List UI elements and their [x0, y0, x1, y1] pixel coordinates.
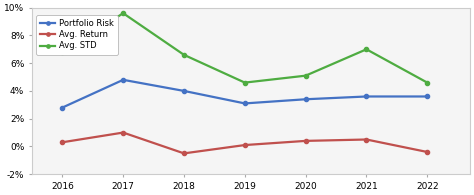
Avg. Return: [60, 141, 65, 144]
Avg. Return: [364, 138, 369, 141]
Portfolio Risk: [60, 106, 65, 109]
Avg. Return: [424, 151, 430, 153]
Portfolio Risk: [120, 79, 126, 81]
Avg. STD: [303, 74, 309, 77]
Avg. STD: [242, 82, 247, 84]
Portfolio Risk: [303, 98, 309, 100]
Portfolio Risk: [242, 102, 247, 105]
Avg. STD: [181, 54, 187, 56]
Avg. STD: [60, 51, 65, 53]
Avg. Return: [242, 144, 247, 146]
Avg. STD: [364, 48, 369, 51]
Portfolio Risk: [181, 90, 187, 92]
Avg. Return: [120, 131, 126, 134]
Line: Avg. STD: Avg. STD: [60, 11, 429, 85]
Line: Portfolio Risk: Portfolio Risk: [60, 78, 429, 110]
Portfolio Risk: [424, 95, 430, 98]
Avg. STD: [424, 82, 430, 84]
Line: Avg. Return: Avg. Return: [60, 130, 429, 155]
Avg. STD: [120, 12, 126, 14]
Avg. Return: [181, 152, 187, 155]
Legend: Portfolio Risk, Avg. Return, Avg. STD: Portfolio Risk, Avg. Return, Avg. STD: [36, 15, 118, 55]
Avg. Return: [303, 140, 309, 142]
Portfolio Risk: [364, 95, 369, 98]
